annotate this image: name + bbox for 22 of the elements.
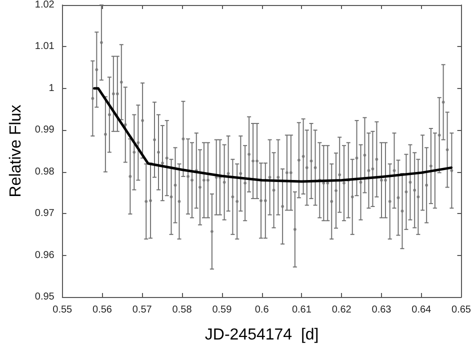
x-tick-label: 0.56 — [92, 304, 112, 316]
x-tick-label: 0.65 — [452, 304, 472, 316]
y-axis-title: Relative Flux — [8, 104, 24, 198]
y-tick-label: 1 — [48, 82, 55, 94]
y-tick-label: 0.96 — [34, 250, 55, 261]
x-tick-label: 0.61 — [292, 304, 312, 316]
y-tick-label: 1.01 — [34, 41, 55, 52]
y-tick-label: 0.95 — [34, 292, 55, 302]
x-tick-label: 0.64 — [412, 304, 432, 316]
x-tick-label: 0.62 — [332, 304, 352, 316]
y-tick-label: 0.97 — [34, 208, 55, 220]
line-series — [93, 87, 453, 183]
x-tick-label: 0.6 — [254, 304, 270, 316]
y-tick-label: 0.99 — [34, 124, 55, 136]
x-tick-label: 0.63 — [372, 304, 392, 316]
x-tick-label: 0.55 — [52, 304, 73, 316]
y-tick-label: 0.98 — [34, 166, 55, 178]
x-tick-label: 0.58 — [172, 304, 192, 316]
y-tick-label: 1.02 — [34, 0, 55, 10]
x-tick-label: 0.59 — [212, 304, 232, 316]
x-axis-title: JD-2454174 [d] — [204, 326, 319, 344]
x-tick-label: 0.57 — [132, 304, 152, 316]
